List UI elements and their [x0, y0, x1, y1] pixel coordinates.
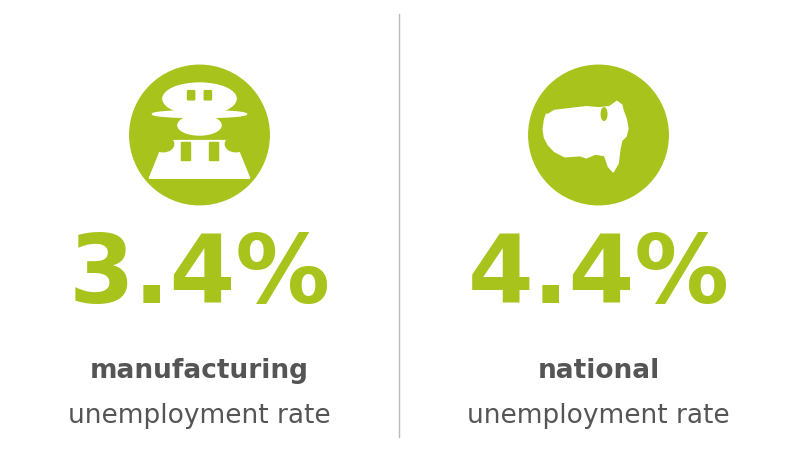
Polygon shape [543, 101, 628, 172]
Ellipse shape [601, 108, 606, 120]
Polygon shape [149, 140, 250, 178]
FancyBboxPatch shape [204, 90, 211, 100]
Ellipse shape [178, 116, 221, 135]
Ellipse shape [152, 136, 174, 152]
Text: 4.4%: 4.4% [468, 231, 729, 323]
Text: unemployment rate: unemployment rate [68, 403, 331, 429]
Text: manufacturing: manufacturing [90, 358, 309, 384]
Ellipse shape [163, 83, 236, 114]
Ellipse shape [152, 111, 247, 117]
Text: unemployment rate: unemployment rate [467, 403, 730, 429]
Polygon shape [180, 142, 191, 160]
Ellipse shape [225, 136, 247, 152]
Text: national: national [537, 358, 660, 384]
Ellipse shape [130, 65, 269, 205]
Text: 3.4%: 3.4% [69, 231, 330, 323]
FancyBboxPatch shape [188, 90, 195, 100]
Polygon shape [208, 142, 219, 160]
Ellipse shape [529, 65, 668, 205]
